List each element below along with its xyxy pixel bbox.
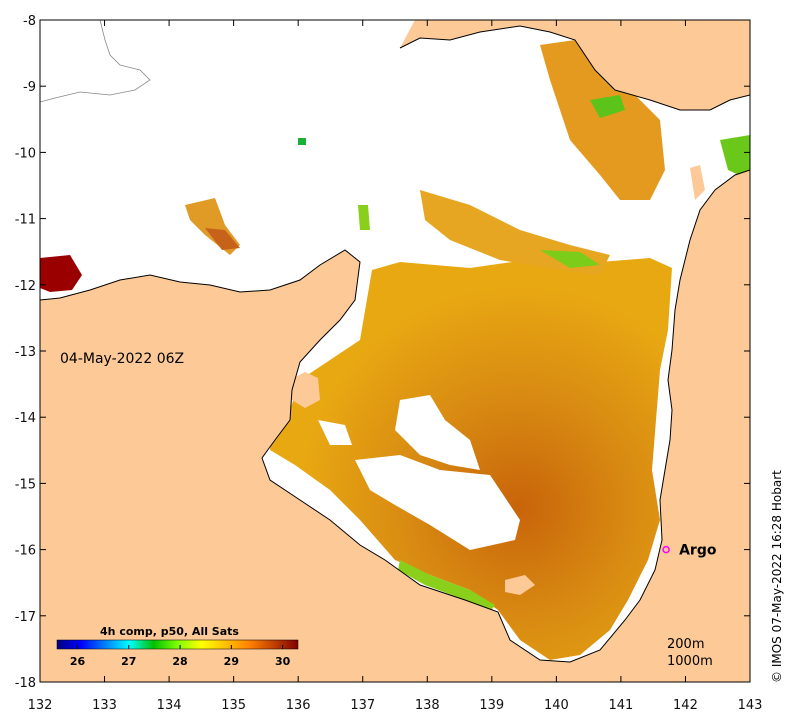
timestamp-label: 04-May-2022 06Z: [60, 351, 184, 367]
y-tick-label: -11: [15, 213, 36, 228]
y-tick-label: -13: [15, 345, 36, 360]
argo-label: Argo: [679, 543, 717, 559]
land-northern-territory: [40, 170, 750, 682]
colorbar-ticks: 26 27 28 29 30: [70, 645, 291, 668]
x-axis: 132 133 134 135 136 137 138 139 140 141 142 143: [28, 20, 763, 713]
sst-coastal-green: [398, 560, 495, 612]
sst-field-north: [540, 40, 665, 200]
x-tick-label: 136: [286, 698, 311, 713]
colorbar-tick-label: 30: [275, 655, 291, 668]
x-tick-label: 133: [92, 698, 117, 713]
x-tick-label: 139: [479, 698, 504, 713]
argo-marker-icon: [662, 545, 670, 554]
sst-field-darwin: [40, 255, 82, 292]
colorbar-tick-label: 28: [172, 655, 187, 668]
x-tick-label: 135: [221, 698, 246, 713]
y-tick-label: -18: [15, 676, 36, 691]
y-tick-label: -16: [15, 544, 36, 559]
coastline: [40, 169, 750, 663]
y-tick-label: -15: [15, 477, 36, 492]
cloud-gap: [395, 395, 480, 470]
sst-field-green-strip: [358, 205, 370, 230]
x-tick-label: 141: [608, 698, 633, 713]
x-tick-label: 134: [157, 698, 182, 713]
y-axis: -8 -9 -10 -11 -12 -13 -14 -15 -16 -17 -18: [15, 14, 750, 691]
land-groote-eylandt: [290, 372, 320, 408]
colorbar: [56, 639, 299, 650]
y-tick-label: -12: [15, 279, 36, 294]
land-new-guinea: [400, 20, 750, 110]
y-tick-label: -14: [15, 411, 36, 426]
x-tick-label: 143: [738, 698, 763, 713]
colorbar-title: 4h comp, p50, All Sats: [100, 625, 239, 638]
y-tick-label: -8: [23, 14, 36, 29]
coastline-north: [399, 25, 750, 111]
sst-field-west-dark: [205, 228, 240, 250]
x-tick-label: 138: [415, 698, 440, 713]
land-cape-york-east: [690, 165, 705, 200]
credit-label: © IMOS 07-May-2022 16:28 Hobart: [770, 470, 784, 683]
sst-field-north-green: [590, 95, 625, 118]
y-tick-label: -10: [15, 146, 36, 161]
colorbar-tick-label: 26: [70, 655, 86, 668]
sst-field-green-dot: [298, 138, 306, 145]
y-tick-label: -17: [15, 610, 36, 625]
cloud-gap: [318, 420, 352, 445]
bathymetry-contour: [40, 20, 151, 103]
depth-label-1000m: 1000m: [667, 654, 713, 669]
x-tick-label: 137: [350, 698, 375, 713]
land-mornington-island: [505, 575, 535, 595]
x-tick-label: 142: [673, 698, 698, 713]
colorbar-tick-label: 29: [224, 655, 239, 668]
x-tick-label: 140: [544, 698, 569, 713]
sst-field-ne: [720, 135, 750, 180]
sst-field-arafura-green: [540, 250, 600, 268]
depth-label-200m: 200m: [667, 637, 704, 652]
y-tick-label: -9: [23, 80, 36, 95]
cloud-gap: [355, 455, 520, 550]
colorbar-tick-label: 27: [121, 655, 136, 668]
x-tick-label: 132: [28, 698, 53, 713]
